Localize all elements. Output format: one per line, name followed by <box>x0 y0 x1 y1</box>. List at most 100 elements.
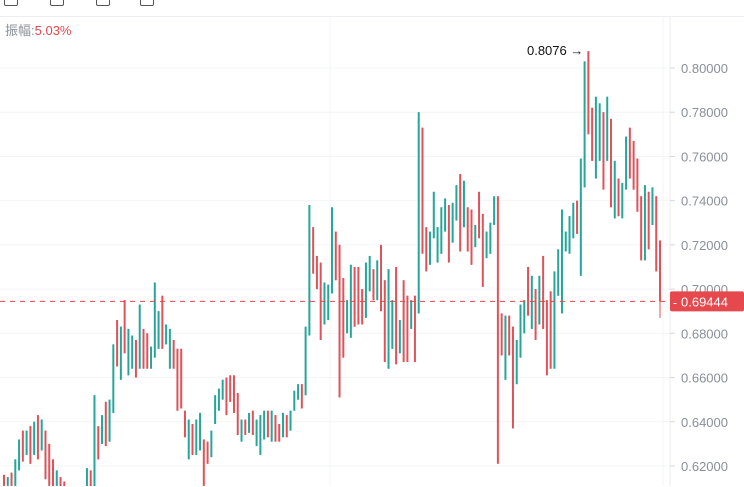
candle-body <box>523 300 526 334</box>
candle <box>199 412 202 451</box>
candle-body <box>153 282 156 358</box>
candle-body <box>304 326 307 396</box>
candle <box>180 348 183 409</box>
candle-body <box>413 295 416 363</box>
candle-body <box>3 474 5 486</box>
toolbar-icon-2[interactable] <box>50 0 64 6</box>
candle-body <box>474 224 477 248</box>
candle-body <box>534 289 537 340</box>
candle <box>447 205 450 263</box>
candle-body <box>59 477 62 486</box>
candle <box>519 304 522 358</box>
candle-body <box>40 419 43 451</box>
candle <box>402 280 405 363</box>
candle <box>395 266 398 365</box>
candle <box>659 240 661 318</box>
candle-body <box>270 410 273 442</box>
candle <box>462 180 465 228</box>
y-tick-label: 0.64000 <box>681 415 728 430</box>
candle-body <box>101 415 104 444</box>
candle <box>191 423 194 455</box>
candle <box>308 205 311 336</box>
candle <box>195 419 198 455</box>
candle-body <box>485 231 488 259</box>
candle <box>425 227 428 272</box>
candle-body <box>315 255 318 290</box>
candle-body <box>210 430 213 458</box>
candle-body <box>297 384 300 400</box>
toolbar-icon-3[interactable] <box>96 0 110 6</box>
candle <box>655 196 658 272</box>
candle-body <box>383 280 386 363</box>
candle <box>417 112 420 314</box>
candle-body <box>583 61 586 188</box>
price-tag-dash: - <box>673 295 677 309</box>
candle-body <box>380 244 383 312</box>
candle <box>591 107 594 161</box>
candle-body <box>331 207 333 294</box>
candle <box>52 459 55 486</box>
candle-body <box>63 481 66 486</box>
candle <box>357 266 360 325</box>
candle <box>85 468 88 486</box>
candle <box>410 300 413 329</box>
candle-body <box>342 278 345 358</box>
candle <box>602 112 605 190</box>
candle-body <box>591 107 594 161</box>
candle-body <box>214 395 217 424</box>
candle <box>206 441 209 464</box>
candle <box>478 191 481 239</box>
candle-body <box>187 419 190 460</box>
candle-body <box>651 187 654 225</box>
candle <box>168 328 171 369</box>
candle-body <box>613 160 616 219</box>
chart-toolbar <box>0 0 744 17</box>
candle-body <box>281 412 284 438</box>
candle-body <box>598 103 601 161</box>
toolbar-icon-1[interactable] <box>4 0 18 6</box>
candle <box>138 304 141 369</box>
candle <box>236 393 239 436</box>
candle-body <box>134 339 137 378</box>
candle-body <box>52 459 55 486</box>
y-tick-label: 0.66000 <box>681 371 728 386</box>
y-tick-label: 0.76000 <box>681 149 728 164</box>
candle-body <box>410 300 413 329</box>
price-axis[interactable]: 0.620000.640000.660000.680000.700000.720… <box>669 17 728 486</box>
candle <box>640 196 643 261</box>
candle <box>383 280 386 363</box>
candle <box>364 262 367 318</box>
candle-body <box>609 118 612 208</box>
candle-body <box>587 51 590 135</box>
candle-body <box>395 266 398 365</box>
candle-body <box>640 196 643 261</box>
candle-body <box>421 127 424 254</box>
candle <box>153 282 156 358</box>
candle <box>161 295 164 349</box>
y-tick-label: 0.62000 <box>681 459 728 474</box>
candle <box>432 191 435 239</box>
candle <box>560 209 563 314</box>
candle-body <box>568 216 571 254</box>
candle <box>523 300 526 334</box>
candle-body <box>508 315 511 356</box>
candle <box>63 481 66 486</box>
candle-body <box>10 472 13 486</box>
toolbar-icon-4[interactable] <box>140 0 154 6</box>
candle-body <box>21 430 24 462</box>
candle-body <box>606 96 609 161</box>
candle <box>534 289 537 340</box>
candle-body <box>489 222 492 254</box>
candle-body <box>462 180 465 228</box>
candle-body <box>244 419 247 436</box>
candle-body <box>659 240 661 302</box>
candle-body <box>594 96 597 179</box>
candle-body <box>248 412 251 433</box>
candle <box>225 377 228 416</box>
candle-body <box>327 284 330 321</box>
candle <box>116 320 119 367</box>
candle <box>625 136 628 190</box>
candle-body <box>376 260 379 301</box>
candle <box>304 326 307 396</box>
